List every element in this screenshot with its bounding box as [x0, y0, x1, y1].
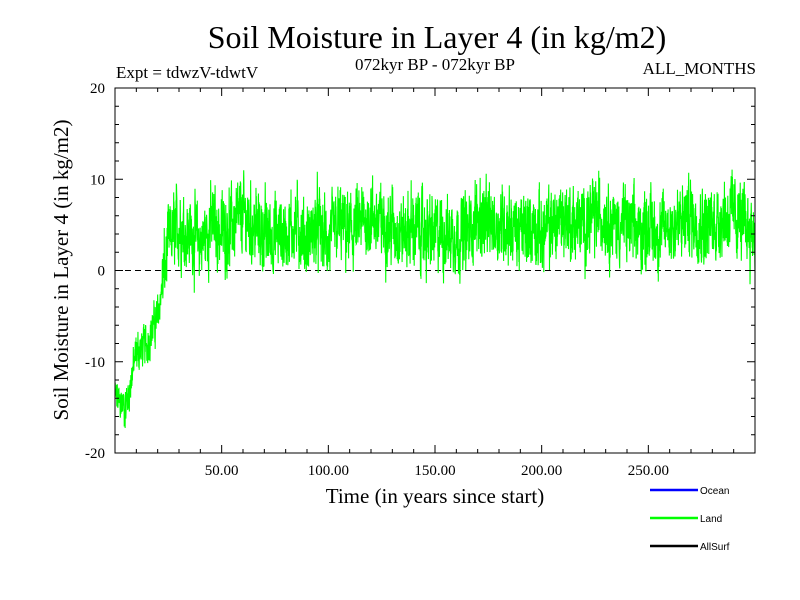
legend-label-allsurf: AllSurf — [700, 542, 730, 553]
x-tick-label: 250.00 — [628, 463, 669, 479]
legend-label-ocean: Ocean — [700, 486, 729, 497]
y-tick-label: -20 — [85, 446, 105, 462]
y-tick-label: 10 — [90, 172, 105, 188]
y-tick-label: 0 — [98, 264, 106, 280]
legend: Ocean Land AllSurf — [650, 486, 730, 553]
period-label: 072kyr BP - 072kyr BP — [355, 55, 515, 74]
x-tick-label: 150.00 — [414, 463, 455, 479]
x-tick-label: 100.00 — [308, 463, 349, 479]
x-axis-label: Time (in years since start) — [326, 484, 545, 508]
y-tick-label: 20 — [90, 81, 105, 97]
y-tick-label: -10 — [85, 355, 105, 371]
x-tick-label: 200.00 — [521, 463, 562, 479]
months-label: ALL_MONTHS — [643, 59, 756, 78]
chart-title: Soil Moisture in Layer 4 (in kg/m2) — [208, 19, 667, 55]
y-axis-label: Soil Moisture in Layer 4 (in kg/m2) — [49, 120, 73, 421]
x-tick-label: 50.00 — [205, 463, 239, 479]
legend-label-land: Land — [700, 514, 722, 525]
land-series-line — [114, 169, 756, 428]
experiment-label: Expt = tdwzV-tdwtV — [116, 63, 259, 82]
